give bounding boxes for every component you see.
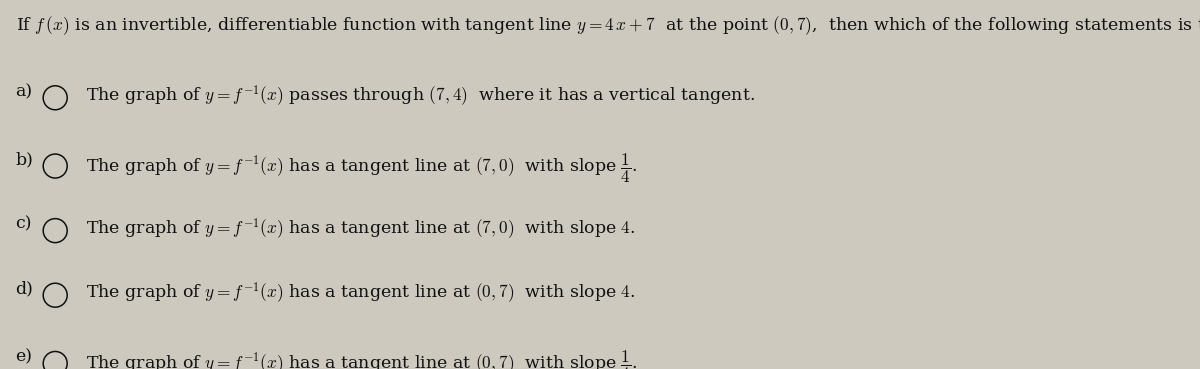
Text: The graph of $y = f^{-1}(x)$ passes through $(7, 4)$  where it has a vertical ta: The graph of $y = f^{-1}(x)$ passes thro… [86, 83, 755, 108]
Text: a): a) [16, 83, 32, 100]
Text: If $f\,(x)$ is an invertible, differentiable function with tangent line $y = 4\,: If $f\,(x)$ is an invertible, differenti… [16, 15, 1200, 38]
Text: The graph of $y = f^{-1}(x)$ has a tangent line at $(7, 0)$  with slope $4$.: The graph of $y = f^{-1}(x)$ has a tange… [86, 216, 636, 241]
Text: The graph of $y = f^{-1}(x)$ has a tangent line at $(7, 0)$  with slope $\dfrac{: The graph of $y = f^{-1}(x)$ has a tange… [86, 151, 638, 185]
Text: The graph of $y = f^{-1}(x)$ has a tangent line at $(0, 7)$  with slope $\dfrac{: The graph of $y = f^{-1}(x)$ has a tange… [86, 349, 638, 369]
Text: c): c) [16, 216, 32, 233]
Text: d): d) [16, 280, 34, 297]
Text: b): b) [16, 151, 34, 168]
Text: The graph of $y = f^{-1}(x)$ has a tangent line at $(0, 7)$  with slope $4$.: The graph of $y = f^{-1}(x)$ has a tange… [86, 280, 636, 306]
Text: e): e) [16, 349, 32, 366]
